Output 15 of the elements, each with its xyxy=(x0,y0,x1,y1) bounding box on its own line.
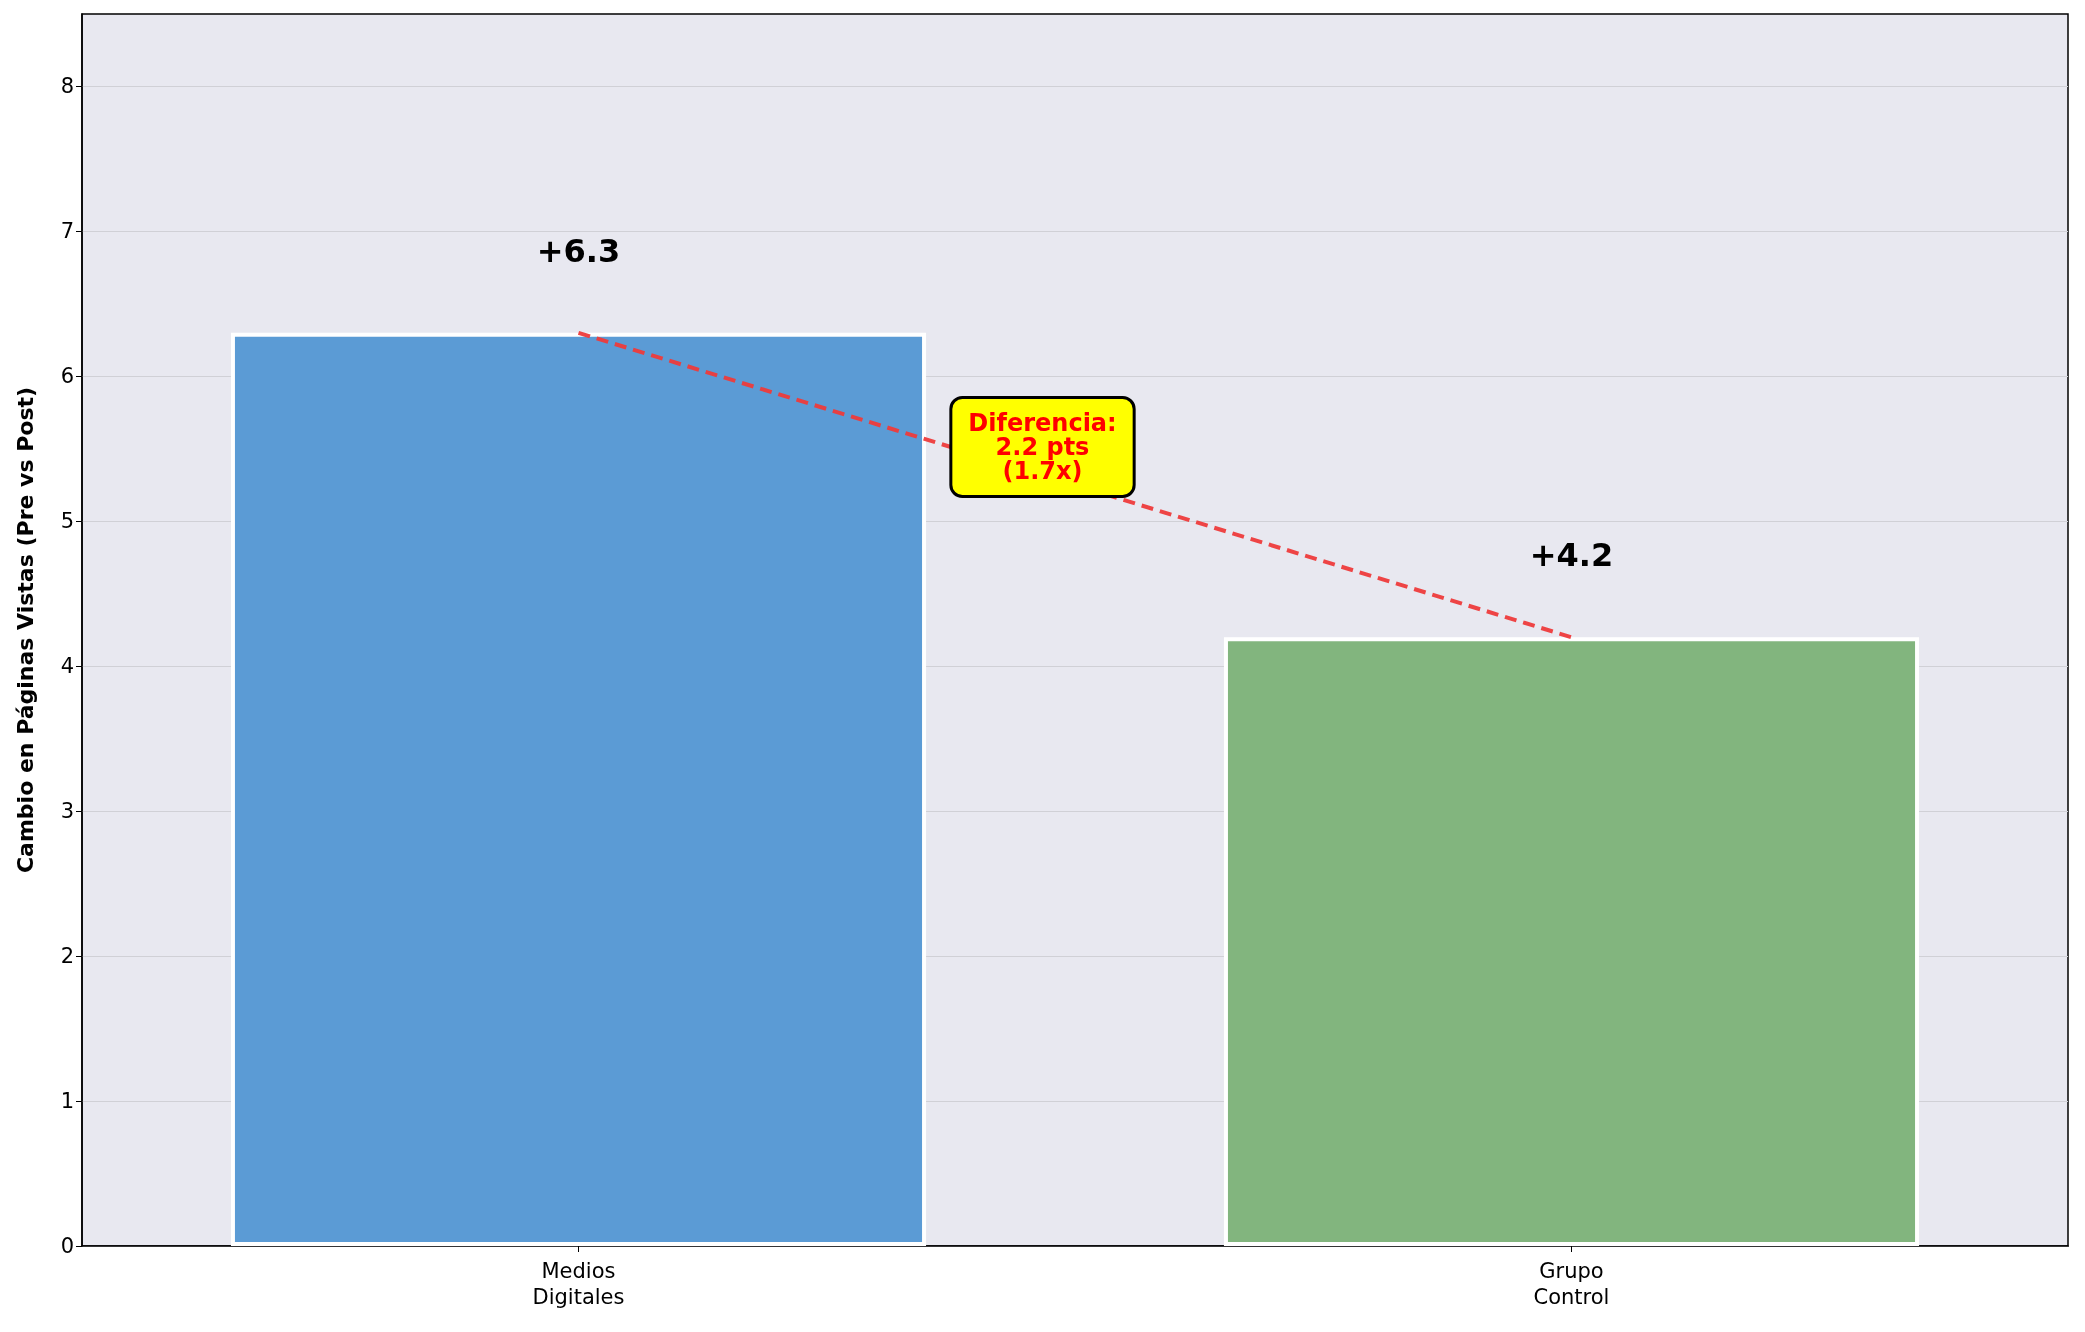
y-tick-label: 7 xyxy=(60,219,74,244)
x-tick-label: Grupo Control xyxy=(1533,1259,1610,1309)
y-tick-label: 0 xyxy=(60,1234,74,1258)
y-tick-label: 3 xyxy=(60,799,74,824)
y-tick-label: 8 xyxy=(60,74,74,99)
y-axis-title: Cambio en Páginas Vistas (Pre vs Post) xyxy=(12,386,38,874)
data-label: +6.3 xyxy=(536,231,621,270)
y-tick-label: 1 xyxy=(60,1089,74,1114)
data-label: +4.2 xyxy=(1529,536,1614,575)
y-tick-label: 4 xyxy=(60,654,74,679)
x-tick-label: Medios Digitales xyxy=(532,1259,625,1309)
y-tick-label: 6 xyxy=(60,364,74,389)
annotation: Diferencia: 2.2 pts (1.7x) xyxy=(968,409,1117,485)
y-tick-label: 2 xyxy=(60,944,74,969)
y-tick-label: 5 xyxy=(60,509,74,534)
